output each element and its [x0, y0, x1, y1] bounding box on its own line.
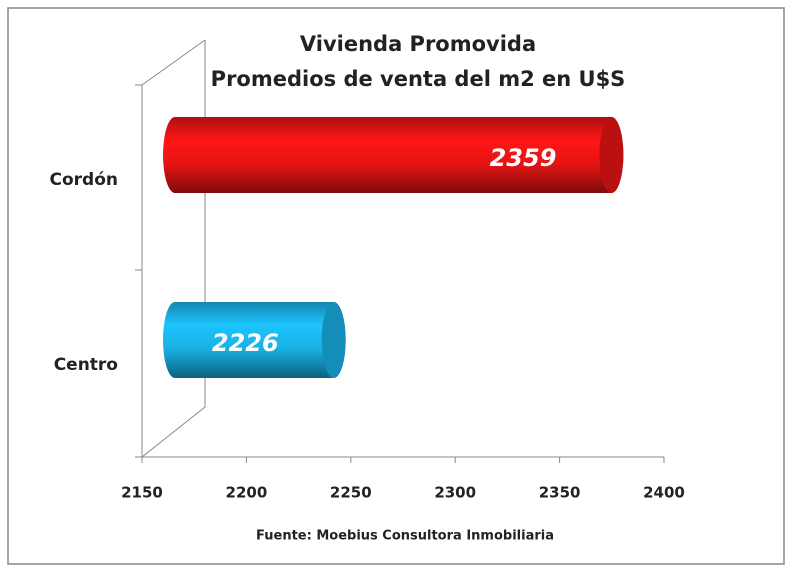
chart-subtitle: Promedios de venta del m2 en U$S [211, 67, 626, 91]
x-tick-label: 2150 [121, 484, 163, 502]
y-tick-label: Cordón [50, 170, 119, 190]
x-tick-label: 2400 [643, 484, 685, 502]
bar [163, 302, 346, 378]
source-note: Fuente: Moebius Consultora Inmobiliaria [256, 529, 554, 544]
bar-cap [599, 117, 624, 193]
bar-cap [321, 302, 346, 378]
x-tick-label: 2200 [226, 484, 268, 502]
value-label: 2359 [490, 144, 557, 172]
bar [163, 117, 624, 193]
value-label: 2226 [212, 329, 279, 357]
y-tick-label: Centro [54, 355, 118, 375]
x-tick-label: 2250 [330, 484, 372, 502]
x-tick-label: 2300 [434, 484, 476, 502]
x-tick-label: 2350 [539, 484, 581, 502]
chart-title: Vivienda Promovida [300, 32, 536, 56]
chart-frame [7, 7, 785, 565]
